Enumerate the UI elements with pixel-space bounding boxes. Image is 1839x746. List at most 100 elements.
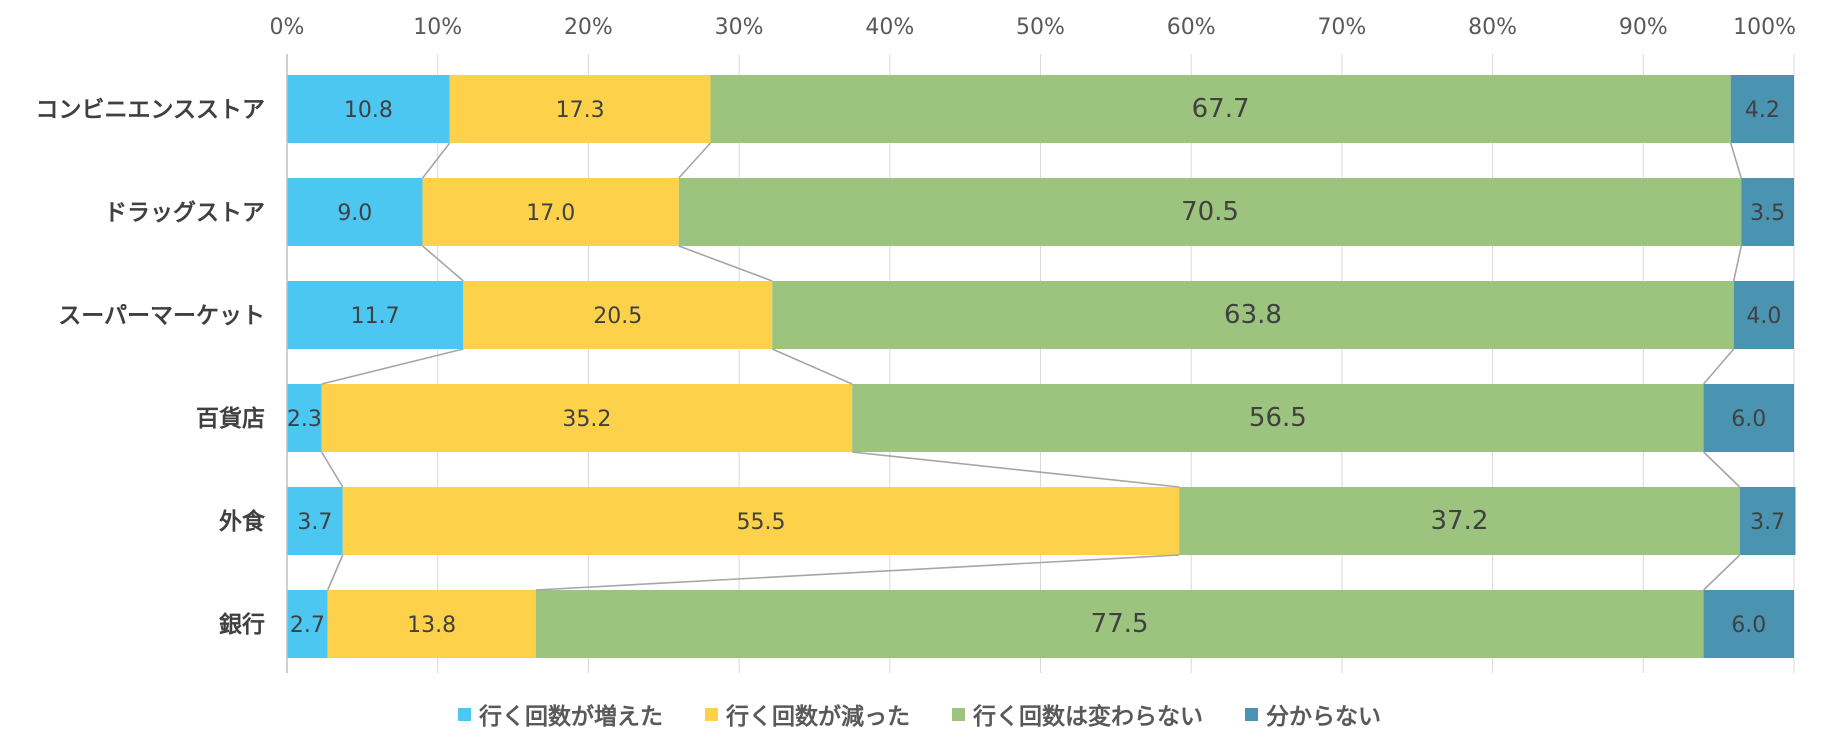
x-tick-label: 40% (865, 15, 914, 40)
series-line (422, 245, 464, 282)
bar-segment (287, 384, 322, 452)
series-line (535, 554, 1180, 591)
x-tick-label: 20% (564, 15, 613, 40)
series-line (320, 451, 344, 488)
data-label: 77.5 (1091, 609, 1149, 639)
bar-segment (287, 75, 450, 143)
bar-segment (678, 178, 1742, 246)
series-line (421, 142, 451, 179)
data-label: 37.2 (1431, 506, 1489, 536)
data-label: 70.5 (1181, 197, 1239, 227)
category-label: コンビニエンスストア (35, 97, 265, 123)
x-tick-label: 30% (715, 15, 764, 40)
bars (287, 75, 1796, 658)
series-lines (320, 142, 1743, 591)
series-line (1703, 554, 1741, 591)
series-line (326, 554, 344, 591)
legend-item: 行く回数は変わらない (952, 697, 1203, 731)
data-label: 9.0 (337, 201, 372, 226)
bar-segment (1733, 281, 1794, 349)
bar-segment (327, 590, 536, 658)
legend-swatch (952, 707, 965, 721)
series-line (1732, 245, 1743, 282)
stacked-bar-chart: 0% 10% 20% 30% 40% 50% 60% 70% 80% 90% 100% 10.8 17… (35, 15, 1796, 673)
series-line (1703, 451, 1741, 488)
legend-item: 行く回数が減った (705, 697, 910, 731)
bar-segment (342, 487, 1180, 555)
category-label: スーパーマーケット (58, 303, 265, 329)
data-label: 2.7 (290, 613, 325, 638)
legend-label: 行く回数が増えた (479, 704, 663, 730)
data-label: 67.7 (1192, 94, 1250, 124)
data-label: 20.5 (593, 304, 642, 329)
bar-segment (449, 75, 711, 143)
data-label: 4.0 (1746, 304, 1781, 329)
data-label: 17.0 (526, 201, 575, 226)
data-label: 17.3 (556, 98, 605, 123)
x-tick-label: 0% (270, 15, 305, 40)
data-label: 2.3 (287, 407, 322, 432)
category-label: 百貨店 (196, 405, 265, 432)
bar-segment (852, 384, 1704, 452)
series-line (852, 451, 1180, 488)
bar-segment (1703, 384, 1794, 452)
x-tick-label: 80% (1468, 15, 1517, 40)
x-tick-label: 50% (1016, 15, 1065, 40)
legend-item: 行く回数が増えた (458, 697, 663, 731)
series-line (1702, 348, 1735, 385)
legend-swatch (1245, 707, 1258, 721)
x-tick-label: 10% (413, 15, 462, 40)
bar-segment (463, 281, 773, 349)
bar-segment (1741, 178, 1794, 246)
bar-segment (321, 384, 853, 452)
bar-segment (287, 590, 328, 658)
data-label: 4.2 (1745, 98, 1780, 123)
legend-item: 分からない (1245, 697, 1381, 731)
legend-swatch (458, 707, 471, 721)
data-label: 11.7 (351, 304, 400, 329)
data-label: 10.8 (344, 98, 393, 123)
data-label: 13.8 (407, 613, 456, 638)
bar-segment (535, 590, 1704, 658)
data-label: 35.2 (562, 407, 611, 432)
data-label: 55.5 (736, 510, 785, 535)
x-axis-tick-labels: 0% 10% 20% 30% 40% 50% 60% 70% 80% 90% 100% (270, 15, 1796, 40)
bar-segment (287, 178, 423, 246)
category-label: ドラッグストア (104, 199, 265, 226)
bar-segment (1730, 75, 1794, 143)
data-label: 6.0 (1731, 613, 1766, 638)
legend-label: 分からない (1266, 704, 1381, 730)
legend-label: 行く回数は変わらない (973, 704, 1203, 730)
series-line (321, 348, 464, 385)
x-tick-label: 70% (1317, 15, 1366, 40)
series-line (678, 142, 712, 179)
bar-segment (287, 487, 343, 555)
legend-swatch (705, 707, 718, 721)
bar-segment (772, 281, 1734, 349)
series-line (771, 348, 853, 385)
bar-segment (287, 281, 464, 349)
category-label: 銀行 (219, 611, 265, 638)
data-labels: 10.8 17.3 67.7 4.2 9.0 17.0 70.5 3.5 11.7 20.5 63.… (287, 94, 1785, 639)
gridlines (286, 54, 1795, 673)
bar-segment (1739, 487, 1796, 555)
series-line (678, 245, 773, 282)
bar-segment (1703, 590, 1794, 658)
x-tick-label: 100% (1733, 15, 1796, 40)
data-label: 3.5 (1750, 201, 1785, 226)
data-label: 6.0 (1731, 407, 1766, 432)
category-label: 外食 (219, 508, 266, 535)
data-label: 63.8 (1224, 300, 1282, 330)
bar-segment (422, 178, 679, 246)
bar-segment (710, 75, 1731, 143)
data-label: 3.7 (297, 510, 332, 535)
data-label: 56.5 (1249, 403, 1307, 433)
x-tick-label: 60% (1167, 15, 1216, 40)
legend-label: 行く回数が減った (726, 704, 910, 730)
legend: 行く回数が増えた 行く回数が減った 行く回数は変わらない 分からない (0, 694, 1839, 734)
x-tick-label: 90% (1619, 15, 1668, 40)
bar-segment (1179, 487, 1740, 555)
series-line (1729, 142, 1743, 179)
data-label: 3.7 (1750, 510, 1785, 535)
